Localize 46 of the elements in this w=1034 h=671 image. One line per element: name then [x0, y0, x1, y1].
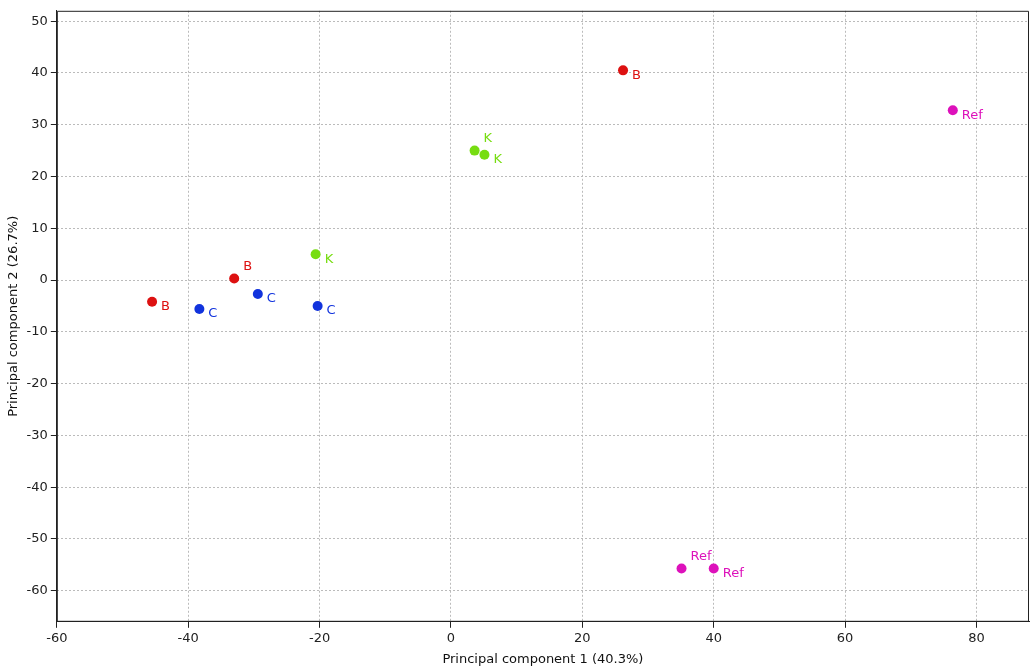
- point: [252, 289, 263, 300]
- x-tick-label: 0: [446, 629, 456, 645]
- y-tick-label: -50: [26, 530, 48, 546]
- text: K: [324, 250, 334, 266]
- point: [676, 563, 687, 574]
- x-tick-label: 20: [574, 629, 591, 645]
- x-tick-label: 60: [836, 629, 854, 645]
- y-tick-label: 10: [31, 219, 48, 235]
- y-tick-label: 40: [31, 64, 48, 80]
- text: B: [243, 257, 253, 273]
- y-tick-label: -60: [26, 582, 48, 598]
- y-tick-label: 0: [39, 271, 48, 287]
- y-tick-label: 20: [31, 167, 48, 183]
- y-tick-label: -30: [26, 426, 48, 442]
- point: [310, 249, 321, 260]
- point: [147, 296, 158, 307]
- series-label: B: [161, 298, 170, 314]
- x-tick-label: -20: [308, 629, 331, 645]
- x-tick-label: 40: [705, 629, 722, 645]
- text: C: [326, 302, 336, 318]
- y-tick-label: -40: [26, 478, 48, 494]
- point: [708, 563, 719, 574]
- point: [947, 105, 958, 116]
- text: C: [266, 290, 276, 306]
- text: B: [632, 66, 641, 82]
- x-tick-label: 80: [968, 629, 985, 645]
- text: K: [493, 151, 502, 167]
- y-tick-label: -20: [26, 374, 48, 390]
- point: [229, 273, 240, 284]
- point: [312, 300, 323, 311]
- series-label: K: [483, 129, 493, 145]
- point: [194, 304, 205, 315]
- series-label: Ref: [690, 547, 712, 563]
- x-axis-title: Principal component 1 (40.3%): [442, 650, 644, 666]
- point: [618, 65, 629, 76]
- text: Ref: [961, 106, 983, 122]
- x-tick-label: -40: [177, 629, 199, 645]
- point: [469, 145, 480, 156]
- x-tick-label: -60: [46, 629, 68, 645]
- series-label: C: [208, 305, 218, 321]
- text: Ref: [722, 564, 744, 580]
- point: [479, 149, 490, 160]
- y-axis-title: Principal component 2 (26.7%): [5, 215, 21, 417]
- y-tick-label: -10: [26, 323, 48, 339]
- y-tick-label: 30: [31, 116, 48, 132]
- y-tick-label: 50: [31, 12, 48, 28]
